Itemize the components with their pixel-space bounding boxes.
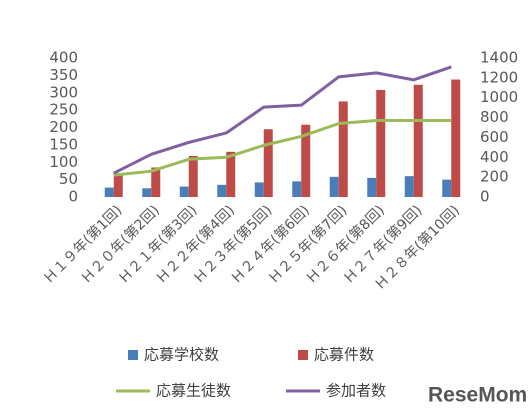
y-tick-label: 300 (49, 83, 78, 101)
bar (442, 179, 452, 197)
watermark: ReseMom (428, 384, 527, 407)
bar (404, 176, 414, 197)
legend-label: 参加者数 (326, 382, 386, 400)
y-tick-label: 150 (49, 135, 78, 153)
line (113, 65, 452, 175)
line (113, 119, 452, 177)
bar (226, 151, 236, 197)
bar (263, 129, 273, 197)
bar (254, 182, 264, 197)
legend-swatch (128, 350, 138, 360)
y2-tick-label: 200 (480, 168, 509, 186)
legend-label: 応募生徒数 (156, 382, 231, 400)
y2-tick-label: 600 (480, 128, 509, 146)
bar (188, 155, 198, 197)
y-tick-label: 400 (49, 49, 78, 67)
y2-tick-label: 0 (480, 188, 490, 206)
y-tick-label: 0 (68, 188, 78, 206)
y2-tick-label: 1000 (480, 88, 518, 106)
y-tick-label: 50 (59, 170, 78, 188)
legend-label: 応募学校数 (144, 346, 219, 364)
y-tick-label: 250 (49, 101, 78, 119)
y-tick-label: 350 (49, 66, 78, 84)
legend-label: 応募件数 (314, 346, 374, 364)
y2-tick-label: 800 (480, 108, 509, 126)
y2-tick-label: 1400 (480, 49, 518, 67)
bar (151, 167, 161, 197)
bar (367, 177, 377, 197)
bar (413, 84, 423, 197)
y-tick-label: 100 (49, 153, 78, 171)
bar (376, 89, 386, 197)
bar (451, 79, 461, 197)
bar (301, 124, 311, 197)
bar (338, 101, 348, 197)
bar (217, 184, 227, 197)
bar (329, 176, 339, 197)
legend-swatch (298, 350, 308, 360)
y2-tick-label: 1200 (480, 68, 518, 86)
y-tick-label: 200 (49, 118, 78, 136)
y2-tick-label: 400 (480, 148, 509, 166)
bar (142, 188, 152, 197)
bar (179, 186, 189, 197)
bar (104, 187, 114, 197)
bar (292, 181, 302, 197)
bar (113, 173, 123, 197)
